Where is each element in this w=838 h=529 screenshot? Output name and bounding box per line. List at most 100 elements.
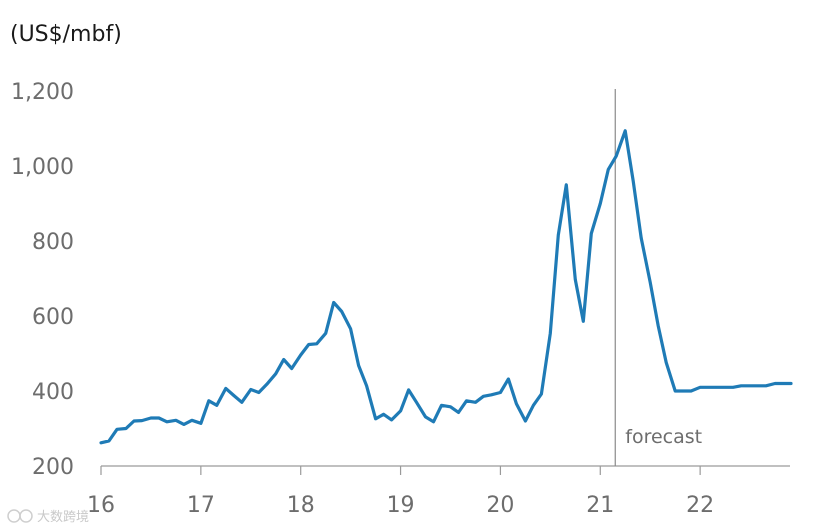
- data-point: [307, 343, 310, 346]
- data-point: [266, 383, 268, 386]
- data-point: [290, 367, 293, 370]
- data-point: [158, 417, 160, 419]
- data-point: [582, 320, 585, 323]
- data-point: [657, 325, 659, 327]
- data-point: [665, 361, 667, 364]
- data-point: [258, 391, 260, 394]
- data-point: [382, 413, 385, 416]
- x-tick-label: 22: [686, 493, 714, 518]
- data-point: [565, 184, 568, 186]
- data-point: [357, 364, 360, 367]
- x-tick-label: 21: [586, 493, 614, 518]
- data-point: [515, 403, 518, 405]
- data-point: [607, 168, 610, 171]
- data-point: [100, 442, 102, 444]
- data-point: [141, 419, 143, 422]
- data-point: [125, 427, 127, 430]
- data-point: [415, 401, 418, 404]
- data-point: [674, 390, 676, 392]
- data-point: [282, 358, 285, 361]
- watermark-text: 大数跨境: [37, 510, 89, 525]
- data-point: [474, 401, 477, 404]
- data-point: [574, 278, 577, 281]
- data-point: [332, 301, 335, 304]
- data-point: [390, 419, 393, 421]
- watermark: 大数跨境: [7, 509, 89, 525]
- data-point: [208, 400, 210, 402]
- data-point: [449, 406, 452, 408]
- data-point: [557, 234, 560, 236]
- data-point: [640, 237, 642, 239]
- data-point: [116, 428, 118, 431]
- data-point: [599, 202, 602, 205]
- data-point: [690, 390, 692, 392]
- data-point: [524, 420, 527, 422]
- data-point: [200, 422, 202, 425]
- data-point: [715, 386, 717, 389]
- data-point: [507, 378, 510, 380]
- data-point: [682, 390, 684, 392]
- data-point: [490, 394, 493, 396]
- data-point: [315, 343, 318, 345]
- watermark-logo-icon-ring: [19, 509, 33, 523]
- x-tick-label: 20: [486, 493, 514, 518]
- x-axis: 16 17 18 19 20 21 22: [87, 465, 790, 518]
- data-point: [166, 421, 168, 423]
- data-point: [624, 130, 626, 132]
- y-tick-label: 200: [32, 455, 74, 480]
- data-point: [649, 281, 651, 284]
- data-point: [440, 404, 443, 407]
- data-point: [233, 394, 235, 397]
- data-point: [590, 232, 593, 235]
- data-point: [432, 421, 435, 423]
- data-point: [324, 332, 327, 335]
- forecast-label: forecast: [625, 426, 702, 448]
- x-tick-label: 17: [187, 493, 215, 518]
- y-tick-label: 600: [32, 305, 74, 330]
- data-point: [740, 385, 742, 387]
- data-point: [532, 404, 535, 407]
- data-point: [183, 423, 185, 426]
- data-point: [757, 385, 759, 387]
- data-point: [191, 419, 193, 422]
- data-point: [175, 419, 177, 422]
- data-point: [150, 417, 152, 419]
- y-tick-label: 400: [32, 380, 74, 405]
- data-point: [250, 388, 252, 391]
- data-point: [374, 418, 377, 420]
- data-point: [349, 328, 352, 330]
- data-point: [615, 155, 618, 157]
- y-axis-unit-label: (US$/mbf): [10, 22, 122, 47]
- x-tick-label: 16: [87, 493, 115, 518]
- data-point: [225, 387, 227, 390]
- data-point: [274, 373, 277, 375]
- data-point: [399, 410, 402, 412]
- data-point: [482, 395, 485, 398]
- price-series-line: [99, 129, 793, 445]
- data-point: [241, 401, 243, 404]
- data-point: [549, 332, 552, 335]
- data-point: [774, 382, 776, 385]
- data-point: [790, 382, 792, 385]
- data-point: [732, 386, 734, 389]
- series-layer: [99, 129, 793, 445]
- watermark-logo-icon: [7, 509, 21, 523]
- y-tick-label: 800: [32, 230, 74, 255]
- data-point: [499, 391, 502, 394]
- data-point: [299, 354, 302, 356]
- data-point: [540, 393, 543, 395]
- data-point: [632, 180, 634, 182]
- y-tick-label: 1,200: [11, 80, 74, 105]
- data-point: [216, 404, 218, 407]
- data-point: [699, 386, 701, 389]
- data-point: [133, 420, 135, 422]
- data-point: [465, 400, 468, 402]
- data-point: [340, 310, 343, 313]
- data-point: [407, 389, 410, 391]
- x-tick-label: 18: [287, 493, 315, 518]
- data-point: [108, 440, 110, 442]
- data-point: [765, 385, 767, 387]
- forecast-annotation: forecast: [614, 89, 702, 466]
